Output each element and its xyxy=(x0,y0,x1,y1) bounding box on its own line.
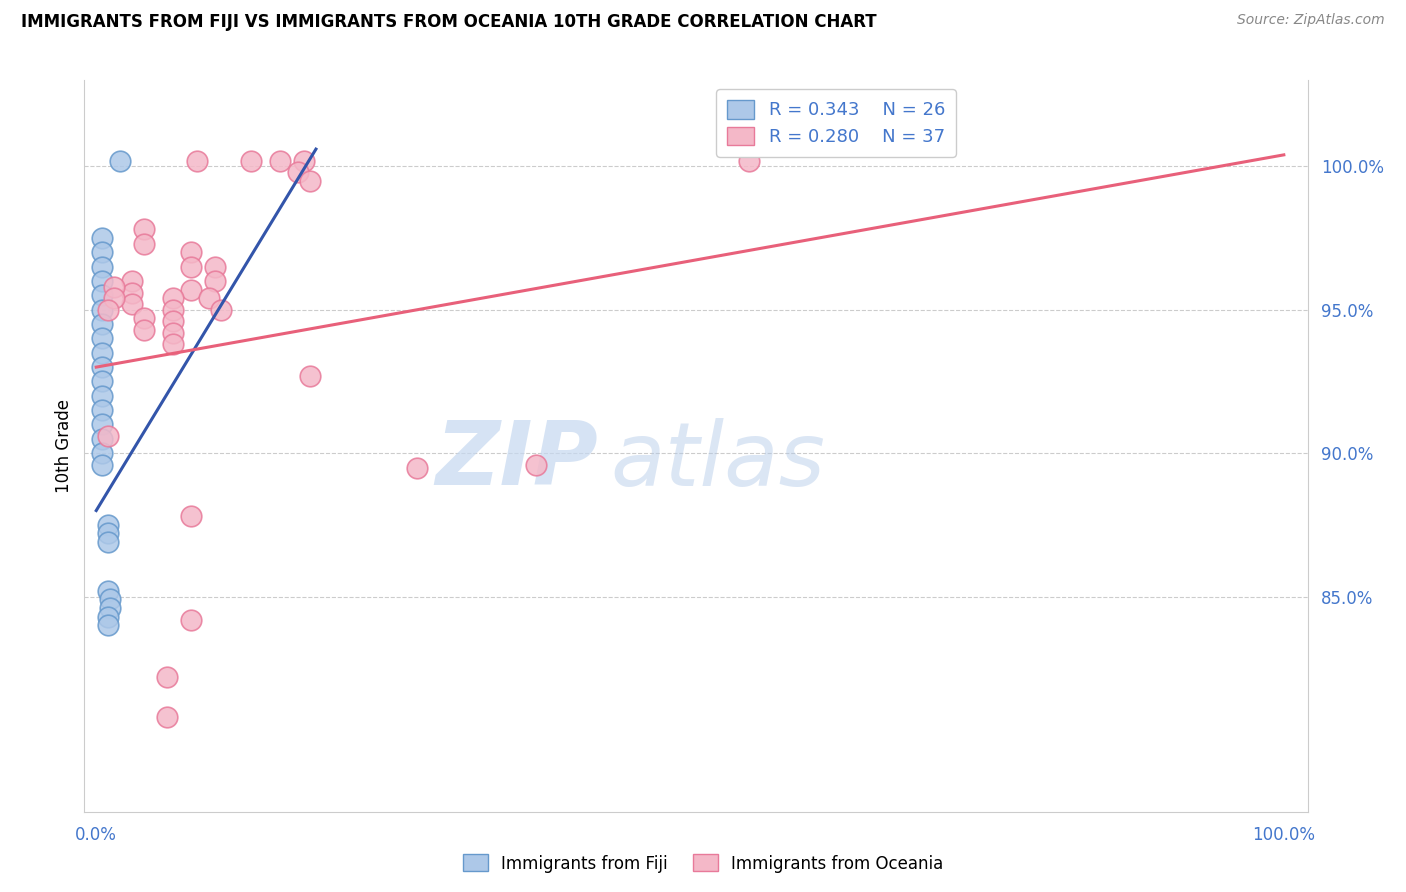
Point xyxy=(738,153,761,168)
Point xyxy=(204,274,226,288)
Point xyxy=(292,153,315,168)
Text: atlas: atlas xyxy=(610,417,825,504)
Point xyxy=(180,509,202,524)
Point xyxy=(162,326,184,340)
Point xyxy=(180,245,202,260)
Point xyxy=(91,458,114,472)
Text: Source: ZipAtlas.com: Source: ZipAtlas.com xyxy=(1237,13,1385,28)
Legend: R = 0.343    N = 26, R = 0.280    N = 37: R = 0.343 N = 26, R = 0.280 N = 37 xyxy=(717,89,956,157)
Point xyxy=(121,274,143,288)
Point xyxy=(162,302,184,317)
Point xyxy=(100,592,122,607)
Point xyxy=(524,458,547,472)
Point xyxy=(204,260,226,274)
Point xyxy=(91,302,114,317)
Point xyxy=(132,323,155,337)
Point xyxy=(91,446,114,460)
Y-axis label: 10th Grade: 10th Grade xyxy=(55,399,73,493)
Point xyxy=(91,317,114,331)
Point xyxy=(287,165,309,179)
Point xyxy=(132,222,155,236)
Point xyxy=(162,314,184,328)
Point xyxy=(91,260,114,274)
Point xyxy=(97,535,120,549)
Point xyxy=(198,291,221,305)
Point xyxy=(132,311,155,326)
Point xyxy=(239,153,262,168)
Text: IMMIGRANTS FROM FIJI VS IMMIGRANTS FROM OCEANIA 10TH GRADE CORRELATION CHART: IMMIGRANTS FROM FIJI VS IMMIGRANTS FROM … xyxy=(21,13,877,31)
Text: ZIP: ZIP xyxy=(436,417,598,504)
Point xyxy=(180,283,202,297)
Point xyxy=(162,291,184,305)
Point xyxy=(186,153,208,168)
Point xyxy=(97,302,120,317)
Point xyxy=(91,432,114,446)
Point xyxy=(180,260,202,274)
Point xyxy=(97,609,120,624)
Point xyxy=(121,285,143,300)
Point xyxy=(298,174,321,188)
Point xyxy=(108,153,131,168)
Point xyxy=(269,153,291,168)
Point xyxy=(91,417,114,432)
Point xyxy=(91,274,114,288)
Point xyxy=(103,280,125,294)
Point xyxy=(97,583,120,598)
Point xyxy=(103,291,125,305)
Point xyxy=(91,403,114,417)
Legend: Immigrants from Fiji, Immigrants from Oceania: Immigrants from Fiji, Immigrants from Oc… xyxy=(456,847,950,880)
Point xyxy=(91,375,114,389)
Point xyxy=(156,670,179,684)
Point xyxy=(91,231,114,245)
Point xyxy=(180,613,202,627)
Point xyxy=(162,337,184,351)
Point xyxy=(97,526,120,541)
Point xyxy=(91,360,114,375)
Point xyxy=(91,389,114,403)
Point xyxy=(298,368,321,383)
Point xyxy=(100,601,122,615)
Point xyxy=(91,288,114,302)
Point xyxy=(97,517,120,532)
Point xyxy=(91,245,114,260)
Point xyxy=(91,331,114,345)
Point xyxy=(406,460,429,475)
Point xyxy=(209,302,232,317)
Point xyxy=(91,345,114,359)
Point xyxy=(132,236,155,251)
Point xyxy=(97,429,120,443)
Point xyxy=(121,297,143,311)
Point xyxy=(156,710,179,724)
Point xyxy=(97,618,120,632)
